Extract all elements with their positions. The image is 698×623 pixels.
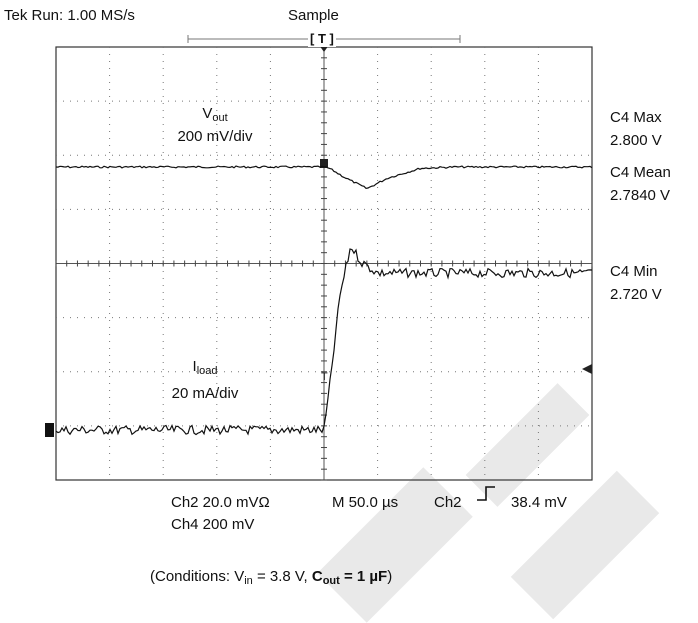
iload-trace [55, 248, 593, 436]
trigger-slope-icon [477, 486, 495, 501]
oscilloscope-display: T [45, 35, 593, 501]
waveform-traces [55, 165, 593, 436]
cout-subscript: out [322, 575, 340, 587]
vout-subscript: out [212, 112, 228, 124]
iload-trigger-marker-icon: T [321, 371, 328, 383]
vout-trigger-marker-icon [320, 159, 328, 168]
min-label: C4 Min [610, 263, 658, 280]
vout-label: Vout [140, 105, 290, 124]
max-label: C4 Max [610, 109, 662, 126]
iload-subscript: load [196, 365, 218, 377]
cout-name: C [311, 568, 323, 585]
caption-prefix: (Conditions: V [150, 568, 245, 585]
vout-scale: 200 mV/div [177, 128, 253, 145]
trigger-position-marker: [ T ] [308, 30, 336, 47]
conditions-caption: (Conditions: Vin = 3.8 V, Cout = 1 µF) [150, 568, 393, 587]
scope-markers: T [45, 35, 592, 501]
trigger-source: Ch2 [434, 494, 462, 511]
trigger-level-arrow-icon [582, 364, 592, 374]
run-status: Tek Run: 1.00 MS/s [4, 7, 135, 24]
mean-value: 2.7840 V [610, 187, 671, 204]
vin-subscript: in [244, 575, 253, 587]
trigger-level: 38.4 mV [511, 494, 567, 511]
channel-ground-marker-icon [45, 423, 54, 437]
mean-label: C4 Mean [610, 164, 671, 181]
min-value: 2.720 V [610, 286, 662, 303]
iload-scale: 20 mA/div [171, 385, 239, 402]
timebase: M 50.0 µs [332, 494, 399, 511]
max-value: 2.800 V [610, 132, 662, 149]
acquisition-mode: Sample [288, 7, 339, 24]
caption-suffix: ) [387, 568, 393, 585]
vout-trace [55, 165, 593, 190]
vout-name: V [202, 105, 213, 122]
cout-value: = 1 µF [339, 568, 388, 585]
iload-name: I [192, 358, 197, 375]
iload-label: Iload [130, 358, 280, 377]
ch2-scale: Ch2 20.0 mVΩ [171, 494, 270, 511]
ch4-scale: Ch4 200 mV [171, 516, 255, 533]
vin-value: = 3.8 V, [252, 568, 312, 585]
cout-label: Cout = 1 µF [311, 568, 388, 587]
graticule [55, 46, 593, 481]
